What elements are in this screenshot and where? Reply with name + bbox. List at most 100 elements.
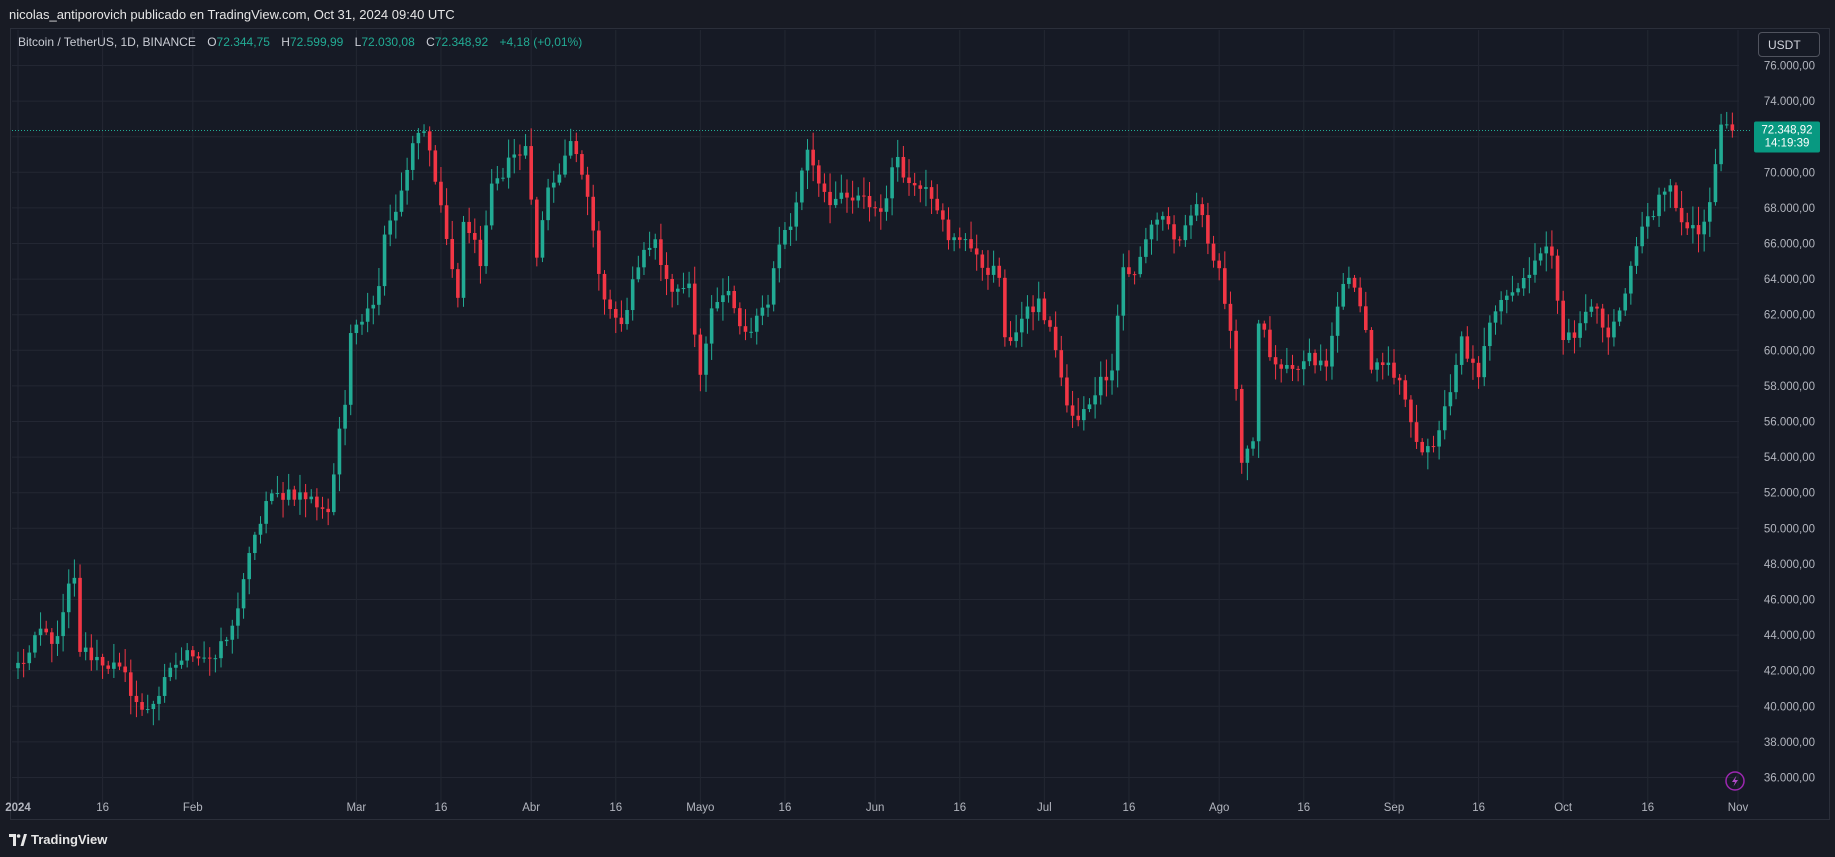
symbol-name: Bitcoin / TetherUS, 1D, BINANCE — [18, 35, 196, 49]
candle — [1533, 243, 1537, 283]
candle — [1053, 311, 1058, 358]
publisher-line: nicolas_antiporovich publicado en Tradin… — [9, 7, 455, 22]
candle — [602, 270, 607, 315]
candle — [845, 179, 849, 213]
candle — [394, 194, 398, 239]
candle — [816, 159, 821, 197]
candle — [1307, 338, 1312, 367]
candle — [704, 336, 708, 392]
candle — [1448, 374, 1453, 416]
candle — [1454, 353, 1458, 400]
candle — [1172, 215, 1176, 254]
candle — [625, 297, 629, 330]
candle — [591, 184, 596, 248]
candle — [1318, 344, 1323, 371]
symbol-legend: Bitcoin / TetherUS, 1D, BINANCE O72.344,… — [18, 35, 582, 49]
tradingview-logo[interactable]: TradingView — [9, 832, 107, 847]
candle — [1493, 305, 1498, 335]
date-tick-label: Sep — [1384, 802, 1404, 814]
candle — [766, 294, 770, 317]
candle — [557, 163, 562, 186]
candle — [1544, 231, 1549, 272]
candle — [743, 309, 748, 341]
candle — [1194, 192, 1199, 222]
candle — [822, 173, 827, 203]
candle — [1606, 314, 1611, 355]
candle — [320, 496, 325, 519]
candle — [726, 276, 731, 303]
candle — [850, 180, 855, 214]
candle — [1595, 303, 1599, 324]
price-tick-label: 76.000,00 — [1764, 61, 1815, 73]
candle — [1516, 282, 1520, 296]
candle — [1719, 113, 1723, 172]
open-label: O — [207, 35, 217, 49]
bolt-icon[interactable] — [1725, 771, 1745, 791]
candle — [879, 194, 883, 230]
candle — [1583, 294, 1588, 331]
candle — [1702, 209, 1706, 252]
candle — [1127, 250, 1131, 277]
publisher-bar: nicolas_antiporovich publicado en Tradin… — [0, 0, 1835, 28]
candle — [134, 680, 139, 718]
candle — [253, 531, 257, 561]
candle — [608, 289, 612, 319]
candle — [1409, 395, 1413, 438]
candle — [946, 207, 951, 250]
candle — [332, 463, 336, 516]
date-tick-label: Mar — [346, 802, 366, 814]
candle — [1420, 438, 1424, 456]
candle — [749, 317, 753, 339]
candles — [16, 111, 1735, 726]
candle — [1414, 404, 1419, 449]
candle — [106, 660, 111, 674]
candle — [1442, 390, 1447, 440]
candle — [264, 491, 268, 534]
candle — [1380, 352, 1385, 380]
candle — [783, 222, 787, 250]
price-tick-label: 38.000,00 — [1764, 737, 1815, 749]
price-tick-label: 36.000,00 — [1764, 773, 1815, 785]
candle — [924, 169, 928, 207]
candle — [38, 612, 43, 646]
candle — [399, 172, 404, 217]
candle — [1567, 318, 1571, 344]
footer-bar: TradingView — [0, 822, 1835, 857]
candle — [1042, 292, 1047, 325]
candle — [433, 145, 438, 185]
candle — [348, 324, 353, 416]
candle — [191, 646, 195, 662]
candle — [365, 292, 370, 333]
candle — [1685, 212, 1690, 236]
candle — [1059, 335, 1064, 387]
candle — [27, 645, 32, 670]
candle — [1629, 261, 1633, 305]
candle — [478, 225, 483, 284]
candle — [974, 234, 979, 271]
candle — [1251, 437, 1255, 456]
candle — [1375, 358, 1379, 382]
candle — [354, 319, 359, 345]
candle — [918, 180, 923, 203]
candle — [1132, 271, 1137, 285]
candle — [382, 225, 387, 296]
candle — [405, 157, 409, 205]
low-value: 72.030,08 — [361, 35, 415, 49]
candle — [1341, 272, 1346, 310]
candle — [907, 159, 911, 196]
candle — [44, 620, 48, 636]
candle — [1290, 354, 1295, 382]
candle — [506, 139, 511, 189]
candle — [1115, 304, 1120, 388]
candle — [1426, 438, 1430, 470]
date-tick-label: 16 — [779, 802, 792, 814]
candle — [61, 593, 65, 652]
price-tick-label: 42.000,00 — [1764, 666, 1815, 678]
currency-button[interactable]: USDT — [1758, 32, 1820, 57]
chart-frame[interactable] — [10, 28, 1830, 820]
candle — [230, 619, 235, 654]
candle — [422, 124, 426, 137]
candle — [1657, 187, 1661, 227]
price-tick-label: 44.000,00 — [1764, 630, 1815, 642]
